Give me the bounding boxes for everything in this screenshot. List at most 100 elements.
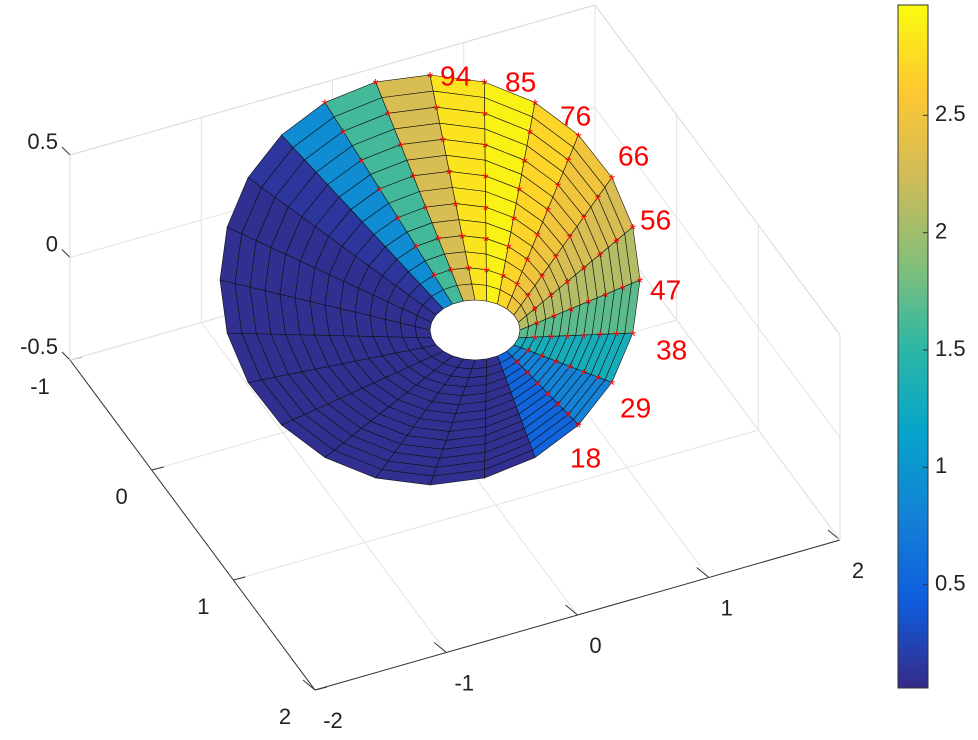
point-marker: *	[551, 311, 557, 328]
point-marker: *	[431, 270, 437, 287]
point-marker: *	[373, 77, 379, 94]
point-marker: *	[567, 232, 573, 249]
colorbar-tick-label: 1	[935, 453, 947, 478]
point-marker: *	[595, 192, 601, 209]
point-marker: *	[555, 399, 561, 416]
point-marker: *	[532, 304, 538, 321]
point-label: 94	[440, 60, 471, 91]
point-label: 56	[640, 204, 671, 235]
point-marker: *	[534, 230, 540, 247]
point-marker: *	[539, 271, 545, 288]
point-marker: *	[482, 108, 488, 125]
x-tick-label: 0	[589, 633, 601, 658]
point-marker: *	[524, 368, 530, 385]
point-marker: *	[534, 318, 540, 335]
grid-line	[200, 322, 447, 653]
tick-mark	[433, 642, 447, 653]
point-marker: *	[505, 242, 511, 259]
point-marker: *	[581, 330, 587, 347]
tick-mark	[827, 529, 841, 541]
point-marker: *	[532, 98, 538, 115]
point-marker: *	[613, 329, 619, 346]
point-marker: *	[358, 155, 364, 172]
point-marker: *	[553, 356, 559, 373]
point-marker: *	[564, 331, 570, 348]
tick-mark	[565, 604, 578, 616]
point-marker: *	[482, 140, 488, 157]
point-label: 66	[618, 140, 649, 171]
point-marker: *	[603, 290, 609, 307]
point-marker: *	[500, 270, 506, 287]
point-marker: *	[597, 249, 603, 266]
point-marker: *	[581, 367, 587, 384]
point-marker: *	[567, 362, 573, 379]
colorbar-tick-label: 2.5	[935, 101, 966, 126]
point-marker: *	[435, 234, 441, 251]
axis-edge	[314, 539, 841, 691]
colorbar-tick-label: 0.5	[935, 571, 966, 596]
tick-mark	[302, 679, 316, 691]
x-tick-label: 1	[721, 595, 733, 620]
tick-mark	[61, 146, 71, 156]
y-tick-label: 2	[279, 704, 291, 729]
tick-mark	[151, 466, 164, 471]
surface-patch	[414, 326, 432, 339]
point-label: 18	[570, 442, 601, 473]
colorbar-tick-label: 1.5	[935, 336, 966, 361]
z-tick-label: 0.5	[27, 129, 58, 154]
point-marker: *	[620, 282, 626, 299]
point-marker: *	[446, 167, 452, 184]
point-marker: *	[510, 213, 516, 230]
point-marker: *	[459, 231, 465, 248]
y-tick-label: 0	[116, 484, 128, 509]
surface-patch	[422, 295, 444, 316]
grid-line	[594, 107, 841, 438]
point-marker: *	[525, 346, 531, 363]
point-marker: *	[565, 155, 571, 172]
point-marker: *	[521, 155, 527, 172]
z-tick-label: 0	[46, 231, 58, 256]
point-marker: *	[555, 180, 561, 197]
x-tick-label: -2	[323, 708, 343, 733]
point-marker: *	[514, 357, 520, 374]
grid-line	[233, 429, 759, 581]
point-marker: *	[534, 378, 540, 395]
point-marker: *	[568, 304, 574, 321]
point-marker: *	[630, 328, 636, 345]
x-tick-label: 2	[852, 558, 864, 583]
point-label: 29	[620, 392, 651, 423]
tick-mark	[696, 567, 710, 578]
point-marker: *	[524, 254, 530, 271]
point-label: 76	[560, 100, 591, 131]
point-marker: *	[453, 199, 459, 216]
point-marker: *	[440, 135, 446, 152]
point-marker: *	[545, 205, 551, 222]
point-marker: *	[637, 275, 643, 292]
tick-mark	[61, 249, 71, 258]
point-marker: *	[377, 184, 383, 201]
point-marker: *	[448, 265, 454, 282]
colorbar	[897, 4, 929, 689]
point-marker: *	[532, 332, 538, 349]
annotations: ****************************************…	[322, 60, 687, 473]
axis-edge	[69, 4, 596, 156]
point-marker: *	[433, 102, 439, 119]
point-marker: *	[465, 263, 471, 280]
point-marker: *	[340, 126, 346, 143]
point-marker: *	[385, 108, 391, 125]
point-marker: *	[410, 171, 416, 188]
point-marker: *	[482, 171, 488, 188]
tick-mark	[61, 351, 71, 361]
point-marker: *	[525, 291, 531, 308]
point-marker: *	[516, 184, 522, 201]
point-marker: *	[398, 140, 404, 157]
point-marker: *	[481, 77, 487, 94]
point-marker: *	[545, 389, 551, 406]
colorbar-tick-label: 2	[935, 218, 947, 243]
point-label: 38	[656, 334, 687, 365]
point-marker: *	[539, 351, 545, 368]
point-marker: *	[483, 202, 489, 219]
surface	[219, 74, 641, 486]
point-marker: *	[613, 236, 619, 253]
